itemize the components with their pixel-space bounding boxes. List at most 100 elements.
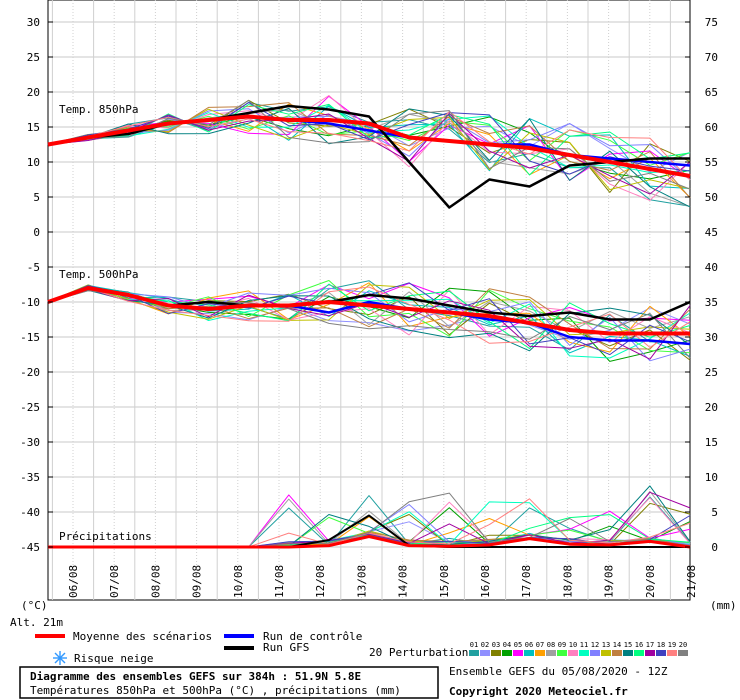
perturbation-t850-line <box>47 95 691 181</box>
right-tick-label: 25 <box>705 366 718 379</box>
left-tick-label: 20 <box>27 86 40 99</box>
perturbation-id-label: 07 <box>536 641 544 649</box>
right-tick-label: 70 <box>705 51 718 64</box>
left-tick-label: 0 <box>33 226 40 239</box>
mean-t850-line <box>47 114 691 178</box>
right-tick-label: 75 <box>705 16 718 29</box>
left-tick-label: -5 <box>27 261 40 274</box>
perturbation-swatch <box>480 650 490 656</box>
perturbation-t500-line <box>47 286 691 348</box>
perturbation-t850-line <box>47 111 691 181</box>
perturbation-swatch <box>645 650 655 656</box>
perturbation-swatch <box>667 650 677 656</box>
footer-title: Diagramme des ensembles GEFS sur 384h : … <box>30 670 361 683</box>
perturbation-swatch <box>568 650 578 656</box>
mean-t500-line <box>47 286 690 336</box>
right-tick-label: 65 <box>705 86 718 99</box>
legend-snow-label: Risque neige <box>74 652 153 665</box>
perturbation-swatch <box>612 650 622 656</box>
perturbation-swatch <box>579 650 589 656</box>
legend-perturbations-label: 20 Perturbations <box>369 646 475 659</box>
x-date-label: 07/08 <box>108 565 121 598</box>
right-tick-label: 10 <box>705 471 718 484</box>
x-date-label: 16/08 <box>479 565 492 598</box>
perturbation-swatch <box>491 650 501 656</box>
perturbation-id-label: 16 <box>635 641 643 649</box>
x-date-label: 15/08 <box>438 565 451 598</box>
t500-panel-label: Temp. 500hPa <box>59 268 138 281</box>
perturbation-swatch <box>601 650 611 656</box>
right-tick-label: 30 <box>705 331 718 344</box>
left-tick-label: -10 <box>20 296 40 309</box>
left-tick-label: -20 <box>20 366 40 379</box>
axes: 302520151050-5-10-15-20-25-30-35-40-4575… <box>20 16 718 598</box>
perturbation-legend: 01 02 03 04 05 06 07 08 09 10 11 12 13 14 15 16 17 18 19 20 <box>469 641 688 656</box>
left-tick-label: -30 <box>20 436 40 449</box>
right-tick-label: 40 <box>705 261 718 274</box>
x-date-label: 18/08 <box>561 565 574 598</box>
perturbation-t500-line <box>47 287 691 362</box>
left-tick-label: 15 <box>27 121 40 134</box>
perturbation-id-label: 05 <box>514 641 522 649</box>
right-tick-label: 50 <box>705 191 718 204</box>
right-tick-label: 35 <box>705 296 718 309</box>
perturbation-id-label: 03 <box>492 641 500 649</box>
footer-run: Ensemble GEFS du 05/08/2020 - 12Z <box>449 665 668 678</box>
x-date-label: 08/08 <box>149 565 162 598</box>
left-tick-label: -15 <box>20 331 40 344</box>
x-date-label: 14/08 <box>397 565 410 598</box>
perturbation-swatch <box>546 650 556 656</box>
mean-precip-line <box>48 535 691 549</box>
perturbation-swatch <box>634 650 644 656</box>
perturbation-id-label: 01 <box>470 641 478 649</box>
left-tick-label: 25 <box>27 51 40 64</box>
left-tick-label: -35 <box>20 471 40 484</box>
perturbation-swatch <box>557 650 567 656</box>
perturbation-swatch <box>513 650 523 656</box>
legend-gfs-label: Run GFS <box>263 641 309 654</box>
perturbation-id-label: 14 <box>613 641 621 649</box>
perturbation-id-label: 20 <box>679 641 687 649</box>
perturbation-id-label: 19 <box>668 641 676 649</box>
x-date-label: 12/08 <box>314 565 327 598</box>
x-date-label: 21/08 <box>685 565 698 598</box>
perturbation-id-label: 18 <box>657 641 665 649</box>
perturbation-id-label: 06 <box>525 641 533 649</box>
right-tick-label: 15 <box>705 436 718 449</box>
perturbation-swatch <box>524 650 534 656</box>
perturbation-id-label: 11 <box>580 641 588 649</box>
perturbation-swatch <box>678 650 688 656</box>
precip-panel-label: Précipitations <box>59 530 152 543</box>
perturbation-swatch <box>623 650 633 656</box>
legend-control-label: Run de contrôle <box>263 630 362 643</box>
perturbation-t850-line <box>47 107 691 208</box>
perturbation-t500-line <box>47 285 691 357</box>
footer-box <box>19 666 439 699</box>
perturbation-id-label: 17 <box>646 641 654 649</box>
altitude-label: Alt. 21m <box>10 616 63 629</box>
t850-panel-label: Temp. 850hPa <box>59 103 138 116</box>
perturbation-id-label: 08 <box>547 641 555 649</box>
right-tick-label: 20 <box>705 401 718 414</box>
x-date-label: 13/08 <box>355 565 368 598</box>
left-tick-label: 5 <box>33 191 40 204</box>
right-tick-label: 55 <box>705 156 718 169</box>
right-tick-label: 5 <box>711 506 718 519</box>
perturbation-id-label: 13 <box>602 641 610 649</box>
perturbation-id-label: 15 <box>624 641 632 649</box>
right-unit-label: (mm) <box>710 599 737 612</box>
perturbation-id-label: 02 <box>481 641 489 649</box>
right-tick-label: 0 <box>711 541 718 554</box>
main-series-lines <box>47 104 691 549</box>
x-date-label: 06/08 <box>67 565 80 598</box>
perturbation-swatch <box>502 650 512 656</box>
perturbation-id-label: 10 <box>569 641 577 649</box>
perturbation-id-label: 04 <box>503 641 511 649</box>
x-date-label: 10/08 <box>232 565 245 598</box>
legend-mean-label: Moyenne des scénarios <box>73 630 212 643</box>
x-date-label: 17/08 <box>520 565 533 598</box>
x-date-label: 09/08 <box>191 565 204 598</box>
snowflake-icon <box>53 651 67 665</box>
perturbation-swatch <box>469 650 479 656</box>
footer-subtitle: Températures 850hPa et 500hPa (°C) , pré… <box>30 684 401 697</box>
